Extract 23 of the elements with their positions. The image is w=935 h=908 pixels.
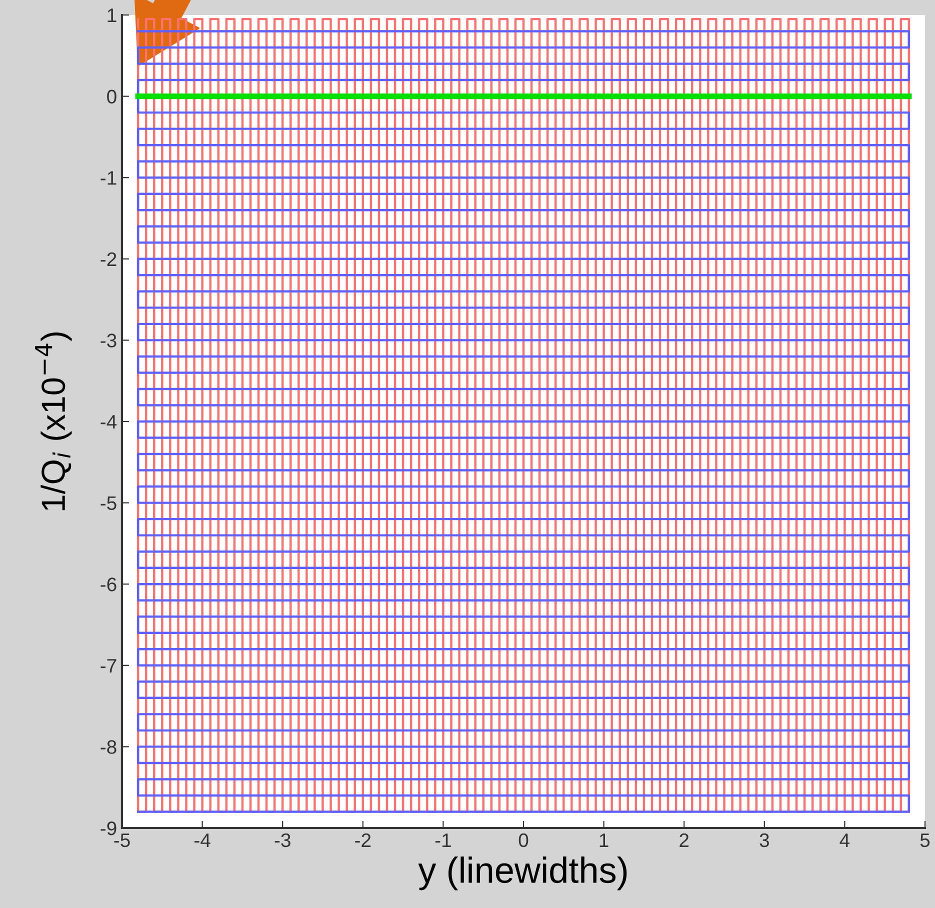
x-tick-label: -2: [355, 833, 371, 847]
x-tick-label: 3: [760, 833, 769, 848]
x-tick-label: 4: [840, 834, 850, 847]
y-tick-label: -2: [100, 252, 116, 266]
y-tick-label: -9: [100, 821, 116, 836]
y-tick-label: -8: [100, 740, 116, 754]
x-tick-label: 2: [680, 833, 689, 847]
x-tick-label: 0: [518, 833, 528, 848]
x-tick-label: -4: [194, 834, 210, 847]
x-axis-title: y (linewidths): [418, 856, 627, 890]
y-tick-label: -1: [100, 171, 116, 185]
y-tick-label: -3: [100, 334, 116, 348]
y-tick-label: -6: [100, 578, 116, 592]
x-tick-label: 1: [600, 834, 608, 847]
y-tick-label: -5: [100, 496, 116, 510]
y-tick-label: 1: [108, 8, 116, 22]
x-tick-label: -3: [274, 833, 290, 848]
x-tick-label: -1: [435, 834, 451, 847]
y-tick-label: 0: [107, 90, 116, 104]
y-tick-label: -7: [100, 659, 116, 672]
y-tick-label: -4: [100, 415, 117, 429]
y-axis-title: 1/Q$_{i}$ (x10$^{−4}$): [35, 332, 72, 510]
x-tick-label: 5: [920, 834, 930, 848]
